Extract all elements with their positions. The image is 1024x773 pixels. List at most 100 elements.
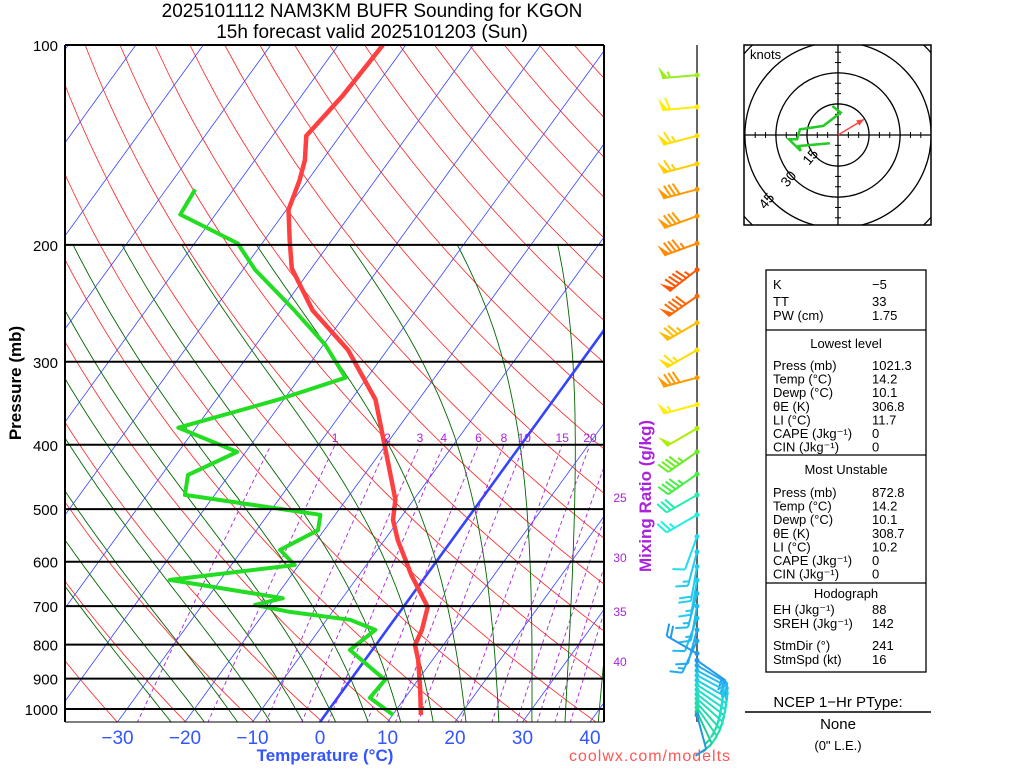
wind-barb-staff	[662, 107, 697, 110]
wind-barb-half	[672, 136, 675, 141]
wind-barb-dot	[695, 701, 700, 706]
hodograph-stats-row-value: 16	[872, 652, 886, 667]
ptype-accumulation: (0" L.E.)	[814, 738, 861, 753]
wind-barb	[658, 320, 699, 340]
isotherm-line	[184, 45, 676, 723]
wind-barb-staff	[697, 666, 727, 684]
mixing-ratio-label: 10	[518, 431, 532, 445]
wind-barb-dot	[695, 105, 700, 110]
mixing-ratio-line	[555, 445, 646, 723]
wind-barb-dot	[695, 214, 700, 219]
pressure-tick-label: 700	[33, 599, 58, 616]
wind-barb	[657, 240, 699, 256]
mixing-ratio-line	[537, 445, 630, 723]
dry-adiabat-line	[155, 45, 803, 723]
wind-barb	[660, 267, 700, 291]
wind-barb-full	[675, 586, 688, 587]
wind-barb-dot	[695, 639, 700, 644]
isotherm-line	[0, 45, 1, 723]
wind-barb-pennant	[657, 403, 669, 414]
wind-barb-full	[678, 615, 691, 617]
hodograph-stats-row-value: 88	[872, 602, 886, 617]
wind-barb-dot	[695, 449, 700, 454]
moist-adiabat-line	[257, 245, 467, 725]
wind-barb-dot	[695, 426, 700, 431]
mixing-ratio-label: 40	[613, 655, 627, 669]
index-row-value: −5	[872, 277, 887, 292]
wind-barb	[657, 184, 699, 199]
y-axis-label: Pressure (mb)	[6, 326, 25, 440]
temperature-tick-label: −20	[169, 728, 201, 749]
wind-barb-half	[667, 406, 670, 411]
wind-barb	[657, 132, 699, 145]
credit-text: coolwx.com/modelts	[569, 748, 731, 765]
wind-barb-dot	[695, 705, 700, 710]
wind-barb-staff	[667, 495, 697, 513]
index-row-value: 33	[872, 294, 886, 309]
mixing-ratio-label: 20	[583, 431, 597, 445]
wind-barb-dot	[695, 696, 700, 701]
wind-barb	[657, 160, 699, 173]
wind-barb-dot	[695, 534, 700, 539]
temperature-tick-label: 40	[579, 728, 600, 749]
wind-barb	[658, 472, 699, 495]
mixing-ratio-label: 6	[475, 431, 482, 445]
wind-barb-half	[678, 668, 684, 669]
wind-barb	[670, 639, 700, 673]
wind-barb-dot	[695, 663, 700, 668]
wind-barb	[657, 212, 699, 228]
wind-barb	[657, 492, 699, 512]
wind-barb	[658, 66, 699, 78]
wind-barb-dot	[695, 692, 700, 697]
pressure-tick-label: 400	[33, 438, 58, 455]
pressure-tick-label: 800	[33, 638, 58, 655]
dry-adiabat-line	[0, 45, 392, 723]
hodograph-stats-row-value: 241	[872, 638, 894, 653]
mixing-ratio-label: 30	[613, 551, 627, 565]
wind-barb-dot	[695, 133, 700, 138]
wind-barb-dot	[695, 578, 700, 583]
wind-barb-full	[675, 627, 688, 628]
moist-adiabat-line	[0, 245, 173, 725]
pressure-tick-label: 300	[33, 355, 58, 372]
mixing-ratio-label: 1	[332, 431, 339, 445]
wind-barb	[657, 372, 699, 387]
wind-barb-half	[668, 72, 671, 78]
pressure-tick-label: 600	[33, 555, 58, 572]
isotherm-line	[0, 45, 203, 723]
wind-barb-dot	[695, 161, 700, 166]
freezing-isotherm	[319, 45, 811, 723]
title-line-2: 15h forecast valid 2025101203 (Sun)	[216, 22, 528, 43]
wind-barb-column	[657, 45, 728, 756]
wind-barb-half	[705, 740, 710, 744]
wind-barb-dot	[695, 492, 700, 497]
mixing-ratio-line	[302, 445, 420, 723]
wind-barb-staff	[662, 75, 697, 78]
dry-adiabat-line	[435, 45, 1024, 723]
wind-barb-staff	[667, 515, 697, 533]
index-row-label: TT	[773, 294, 789, 309]
wind-barb-dot	[695, 549, 700, 554]
ptype-panel: NCEP 1−Hr PType: None (0" L.E.)	[745, 694, 931, 753]
wind-barb	[658, 449, 699, 472]
wind-barb-dot	[695, 658, 700, 663]
wind-barb-dot	[695, 241, 700, 246]
wind-barb-full	[667, 624, 670, 636]
wind-barb-dot	[695, 682, 700, 687]
wind-barb-half	[673, 357, 678, 361]
lowest-level-row-label: CIN (Jkg⁻¹)	[773, 440, 839, 455]
wind-barb-dot	[695, 651, 700, 656]
isotherm-line	[0, 45, 271, 723]
dry-adiabat-line	[120, 45, 734, 723]
hodograph-stats-heading: Hodograph	[814, 586, 878, 601]
mixing-ratio-label: 3	[417, 431, 424, 445]
wind-barb-dot	[695, 512, 700, 517]
mixing-ratio-label: 4	[440, 431, 447, 445]
moist-adiabat-line	[73, 245, 369, 725]
wind-barb-dot	[695, 73, 700, 78]
mixing-ratio-label: 15	[556, 431, 570, 445]
wind-barb	[657, 402, 699, 414]
most-unstable-heading: Most Unstable	[804, 462, 887, 477]
